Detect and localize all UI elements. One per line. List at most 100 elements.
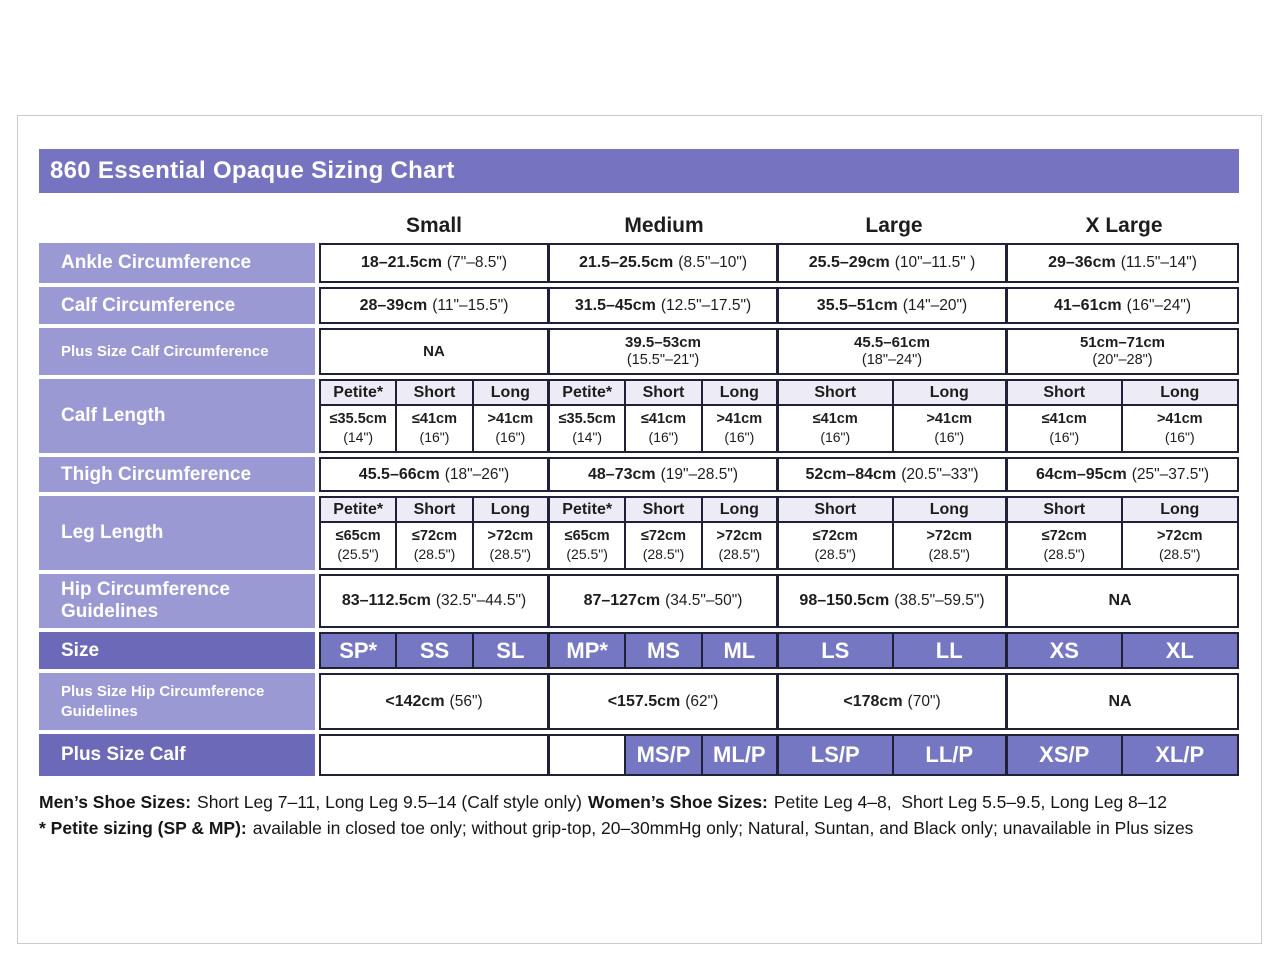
value-paren: (16") [1049,428,1080,445]
plus-size-calf-circumference-values: NA 39.5–53cm (15.5"–21") 45.5–61cm (18"–24… [319,328,1239,375]
value-main: 29–36cm [1048,254,1116,271]
value-cell: >41cm (16") [474,406,550,451]
size-cell: ML [702,634,779,667]
value-paren: (10"–11.5" ) [894,254,976,271]
value-paren: (18"–26") [444,465,510,483]
value-cell: >72cm (28.5") [703,523,779,568]
value-cell: 64cm–95cm (25"–37.5") [1008,459,1237,490]
value-cell: ≤72cm (28.5") [1008,523,1123,568]
value-main: NA [1108,592,1132,609]
value-paren: (28.5") [489,545,532,562]
row-label-calf-circumference: Calf Circumference [39,287,315,324]
value-paren: (28.5") [718,545,761,562]
value-paren: (16") [495,428,526,445]
value-cell: 25.5–29cm (10"–11.5" ) [779,245,1008,281]
value-main: ≤65cm [564,528,610,545]
value-main: >41cm [926,411,973,428]
shoe-sizes-note: Men’s Shoe Sizes: Short Leg 7–11, Long Le… [39,789,1239,815]
value-paren: (20"–28") [1092,351,1153,368]
size-column-headers: Small Medium Large X Large [319,207,1239,241]
value-paren: (19"–28.5") [660,465,738,483]
value-cell: 87–127cm (34.5"–50") [550,576,779,626]
value-paren: (28.5") [642,545,685,562]
size-cell: LL/P [893,736,1008,774]
value-paren: (16") [1164,428,1195,445]
subheader-cell: Long [473,498,550,523]
subheader-cell: Petite* [321,381,398,406]
subheader-cell: Long [702,498,779,523]
value-cell: ≤41cm (16") [626,406,703,451]
value-cell: 28–39cm (11"–15.5") [321,289,550,322]
size-column-header-row: Small Medium Large X Large [39,207,1239,241]
value-cell: >41cm (16") [894,406,1008,451]
value-cell: ≤35.5cm (14") [321,406,398,451]
row-plus-size-calf-circumference: Plus Size Calf Circumference NA 39.5–53c… [39,328,1239,375]
value-cell: 48–73cm (19"–28.5") [550,459,779,490]
row-size: Size SP* SS SL MP* MS ML LS LL XS XL [39,632,1239,669]
subheader-cell: Short [626,381,703,406]
size-cell: XS [1008,634,1123,667]
row-ankle-circumference: Ankle Circumference 18–21.5cm (7"–8.5") 2… [39,243,1239,283]
value-cell: NA [1008,576,1237,626]
value-cell: ≤72cm (28.5") [626,523,703,568]
size-cell: MS/P [626,736,703,774]
value-main: <157.5cm [607,692,681,710]
value-paren: (25.5") [566,545,608,562]
womens-shoe-sizes-label: Women’s Shoe Sizes: [587,792,768,812]
value-main: ≤35.5cm [558,411,616,428]
value-main: ≤41cm [1041,411,1087,428]
value-cell: ≤65cm (25.5") [550,523,627,568]
calf-length-values: Petite* Short Long Petite* Short Long Sh… [319,379,1239,453]
value-cell: ≤35.5cm (14") [550,406,627,451]
value-main: 39.5–53cm [625,333,701,351]
value-cell: ≤72cm (28.5") [397,523,474,568]
subheader-cell: Long [473,381,550,406]
petite-sizing-note: * Petite sizing (SP & MP): available in c… [39,815,1239,841]
value-main: ≤72cm [812,528,858,545]
value-paren: (25"–37.5") [1131,465,1210,483]
size-cell: XL/P [1122,736,1237,774]
value-main: 64cm–95cm [1035,465,1127,483]
value-cell: 45.5–66cm (18"–26") [321,459,550,490]
value-paren: (70") [907,692,941,710]
value-paren: (7"–8.5") [446,254,508,271]
row-label-size: Size [39,632,315,669]
subheader-cell: Short [1008,381,1123,406]
value-cell: <142cm (56") [321,675,550,728]
value-cell: ≤41cm (16") [779,406,894,451]
row-label-calf-length: Calf Length [39,379,315,453]
value-cell: ≤65cm (25.5") [321,523,398,568]
subheader-cell: Petite* [550,498,627,523]
value-main: 21.5–25.5cm [578,254,674,271]
value-main: 52cm–84cm [805,465,897,483]
row-leg-length: Leg Length Petite* Short Long Petite* Sh… [39,496,1239,570]
value-main: 35.5–51cm [816,296,898,314]
value-main: ≤72cm [1041,528,1087,545]
value-main: <178cm [843,692,903,710]
value-main: 51cm–71cm [1079,333,1166,351]
row-label-thigh-circumference: Thigh Circumference [39,457,315,492]
value-main: 18–21.5cm [360,254,442,271]
value-paren: (28.5") [413,545,456,562]
col-header-medium: Medium [624,214,704,237]
row-calf-circumference: Calf Circumference 28–39cm (11"–15.5") 31… [39,287,1239,324]
value-main: ≤72cm [411,528,458,545]
value-paren: (16") [934,428,965,445]
col-header-xlarge: X Large [1085,214,1163,237]
value-main: >41cm [487,411,534,428]
row-plus-size-hip-circumference-guidelines: Plus Size Hip Circumference Guidelines <… [39,673,1239,730]
value-main: >72cm [1156,528,1203,545]
size-cell: LL [893,634,1008,667]
size-cell: SL [473,634,550,667]
subheader-cell: Short [397,498,474,523]
size-cell: LS/P [779,736,894,774]
empty-cell [550,736,627,774]
col-header-small: Small [405,214,463,237]
value-main: ≤41cm [812,411,858,428]
chart-title-bar: 860 Essential Opaque Sizing Chart [39,149,1239,193]
subheader-cell: Long [893,498,1008,523]
row-calf-length: Calf Length Petite* Short Long Petite* S… [39,379,1239,453]
value-main: >41cm [716,411,763,428]
value-main: NA [423,342,445,360]
value-main: ≤41cm [640,411,687,428]
